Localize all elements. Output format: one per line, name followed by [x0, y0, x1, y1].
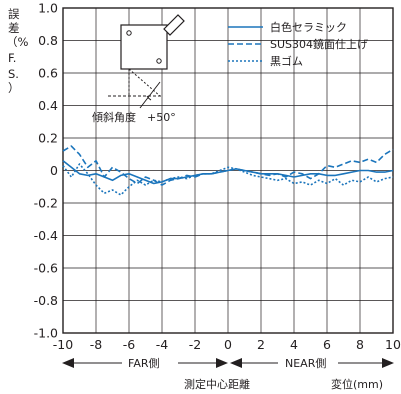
y-tick-label: 0 [50, 163, 58, 178]
y-tick-label: -0.8 [34, 293, 58, 308]
far-label: FAR側 [128, 357, 160, 370]
near-arrowhead [382, 358, 394, 368]
near-label: NEAR側 [285, 357, 326, 370]
y-tick-labels: 1.0 0.8 0.6 0.4 0.2 0 -0.2 -0.4 -0.6 -0.8 -1.0 [34, 1, 58, 341]
center-arrowhead-left [216, 358, 228, 368]
x-axis-unit: 変位(mm) [331, 377, 383, 391]
sensor-cable-shape [163, 14, 185, 36]
y-tick-label: 0.2 [38, 131, 58, 146]
sensor-diagram: 傾斜角度 +50° [92, 14, 185, 124]
y-tick-label: -0.2 [34, 196, 58, 211]
tilt-line [139, 81, 161, 109]
y-axis-label-part: 差 [8, 21, 20, 35]
y-tick-label: 0.4 [38, 98, 58, 113]
y-tick-label: -0.4 [34, 228, 58, 243]
x-tick-label: -6 [123, 337, 136, 352]
x-tick-label: 0 [224, 337, 232, 352]
far-near-arrows: FAR側 NEAR側 [62, 357, 394, 370]
x-tick-label: 4 [290, 337, 298, 352]
series-lines [62, 145, 394, 196]
y-tick-label: 0.8 [38, 33, 58, 48]
y-axis-label-part: （% [6, 35, 28, 49]
far-arrowhead [62, 358, 74, 368]
x-tick-label: 6 [323, 337, 331, 352]
y-tick-label: -0.6 [34, 261, 58, 276]
center-arrowhead-right [230, 358, 242, 368]
x-tick-label: 8 [356, 337, 364, 352]
x-tick-labels: -10 -8 -6 -4 -2 0 2 4 6 8 10 [53, 337, 401, 352]
legend-label-black-rubber: 黒ゴム [270, 54, 303, 68]
y-tick-label: 0.6 [38, 66, 58, 81]
x-tick-label: 2 [257, 337, 265, 352]
legend-label-sus304: SUS304鏡面仕上げ [270, 37, 368, 51]
angle-arc [146, 95, 152, 101]
y-tick-label: 1.0 [38, 1, 58, 16]
x-tick-label: -2 [189, 337, 201, 352]
grid [62, 7, 394, 334]
inset-label: 傾斜角度 +50° [92, 110, 176, 124]
y-axis-label-part: F. [8, 51, 16, 65]
series-line-3 [62, 163, 394, 196]
series-line-2 [62, 145, 394, 186]
x-tick-label: -8 [90, 337, 103, 352]
x-tick-label: -4 [156, 337, 169, 352]
y-axis-label-part: 誤 [8, 7, 20, 21]
legend: 白色セラミック SUS304鏡面仕上げ 黒ゴム [228, 20, 368, 68]
y-tick-label: -1.0 [34, 326, 58, 341]
reflect-line [128, 68, 161, 97]
x-tick-label: -10 [53, 337, 73, 352]
series-line-1 [62, 160, 394, 185]
y-axis-label-part: ） [8, 81, 20, 95]
y-axis-label-part: S. [8, 67, 19, 81]
sensor-screw-shape [156, 58, 162, 64]
x-axis-label: 測定中心距離 [184, 377, 250, 391]
sensor-screw-shape [126, 30, 132, 36]
sensor-body-shape [120, 24, 168, 70]
x-tick-label: 10 [385, 337, 401, 352]
legend-label-white-ceramic: 白色セラミック [270, 20, 347, 34]
y-axis-label: 誤 差 （% F. S. ） [6, 7, 28, 95]
